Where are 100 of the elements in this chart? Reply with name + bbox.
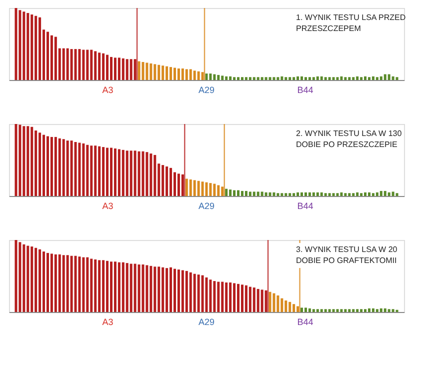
bar xyxy=(229,190,232,196)
bar xyxy=(142,62,144,80)
bar xyxy=(396,77,398,80)
bar xyxy=(340,76,343,80)
bar xyxy=(193,70,196,80)
bar xyxy=(248,77,252,80)
bar xyxy=(360,309,363,312)
bar xyxy=(252,288,256,312)
bar xyxy=(50,35,53,80)
bar xyxy=(284,77,288,80)
bar xyxy=(217,74,220,80)
bar xyxy=(94,259,97,312)
bar xyxy=(30,126,34,196)
bar xyxy=(193,274,196,312)
bar xyxy=(114,148,116,196)
bar xyxy=(240,77,244,80)
bar xyxy=(114,262,116,312)
bar xyxy=(74,49,77,80)
bar xyxy=(221,76,224,80)
bar xyxy=(22,126,26,196)
bar xyxy=(181,68,184,80)
bar xyxy=(260,290,264,312)
bar xyxy=(292,193,296,196)
bar xyxy=(292,304,296,312)
bar xyxy=(348,309,351,312)
bar xyxy=(356,192,359,196)
bar xyxy=(42,252,46,312)
bar xyxy=(252,77,256,80)
bar xyxy=(26,13,30,80)
bar xyxy=(106,148,109,196)
bar xyxy=(364,309,367,312)
bar xyxy=(316,192,319,196)
bar xyxy=(384,74,386,80)
bar xyxy=(312,192,315,196)
bar xyxy=(138,151,140,196)
bar xyxy=(205,182,208,196)
text: 3. WYNIK TESTU LSA W 20 DOBIE PO GRAFTEKTOMII xyxy=(296,245,398,265)
bar xyxy=(122,262,124,312)
bar xyxy=(288,193,292,196)
bar xyxy=(324,309,327,312)
bar xyxy=(134,150,136,196)
bar xyxy=(320,192,323,196)
text: 2. WYNIK TESTU LSA W 130 DOBIE PO PRZESZCZEPIE xyxy=(296,129,402,149)
bar xyxy=(225,188,228,196)
bar xyxy=(360,77,363,80)
bar xyxy=(86,257,89,312)
bar xyxy=(304,308,307,312)
bar xyxy=(130,150,132,196)
bar xyxy=(284,300,288,312)
bar xyxy=(268,192,272,196)
text: B44 xyxy=(297,201,314,211)
bar xyxy=(34,130,38,196)
bar xyxy=(344,309,347,312)
bar xyxy=(280,76,284,80)
bar xyxy=(272,77,276,80)
bar xyxy=(62,48,65,80)
bar xyxy=(162,165,164,196)
bar xyxy=(122,150,124,196)
bar xyxy=(237,190,240,196)
bar xyxy=(154,266,156,312)
text: A29 xyxy=(198,201,215,211)
bar xyxy=(376,192,378,196)
bar xyxy=(296,76,300,80)
bar xyxy=(352,309,355,312)
bar xyxy=(300,192,304,196)
bar xyxy=(142,264,144,312)
bar xyxy=(189,272,192,312)
bar xyxy=(372,308,374,312)
bar xyxy=(364,192,367,196)
bar xyxy=(106,54,109,80)
bar xyxy=(213,281,216,312)
bar xyxy=(30,246,34,312)
bar xyxy=(384,308,386,312)
bar xyxy=(177,68,180,80)
bar xyxy=(320,76,323,80)
bar xyxy=(304,77,307,80)
bar xyxy=(264,192,268,196)
bar xyxy=(70,140,73,196)
bar xyxy=(344,193,347,196)
bar xyxy=(58,254,61,312)
bar xyxy=(233,190,236,196)
bar xyxy=(173,68,176,80)
bar xyxy=(154,64,156,80)
bar xyxy=(54,254,57,312)
bar xyxy=(372,76,374,80)
bar xyxy=(360,193,363,196)
bar xyxy=(256,77,260,80)
bar xyxy=(209,280,212,312)
bar xyxy=(18,242,22,312)
bar xyxy=(34,16,38,80)
bar xyxy=(102,53,105,80)
bar xyxy=(300,76,304,80)
bar xyxy=(316,76,319,80)
bar xyxy=(352,193,355,196)
bar xyxy=(328,193,331,196)
bar xyxy=(237,284,240,312)
bar xyxy=(189,69,192,80)
bar xyxy=(70,49,73,80)
bar xyxy=(324,77,327,80)
bar xyxy=(34,248,38,312)
